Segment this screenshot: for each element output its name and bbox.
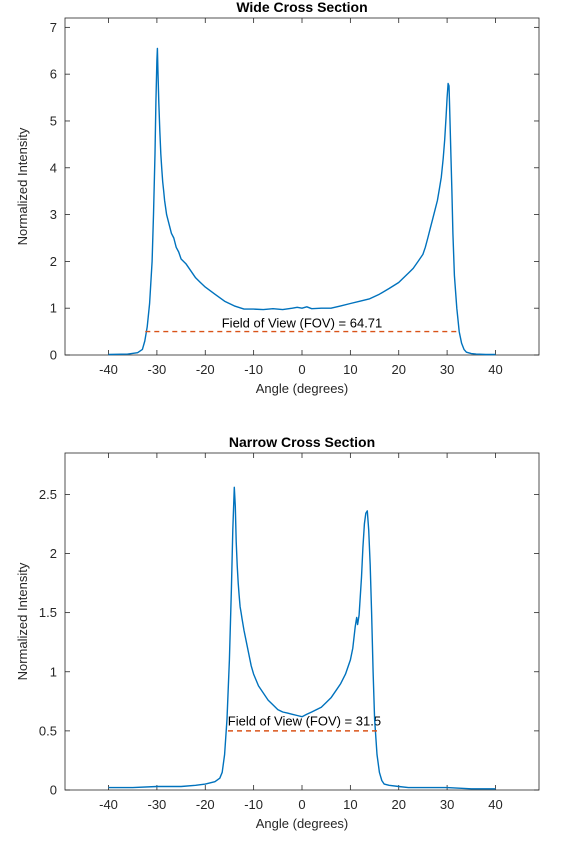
y-tick-label: 2 — [50, 546, 57, 561]
y-tick-label: 4 — [50, 160, 57, 175]
x-tick-label: -20 — [196, 797, 215, 812]
axes-box — [64, 17, 540, 356]
series-line — [108, 47, 496, 356]
y-tick-label: 3 — [50, 207, 57, 222]
x-tick-label: -40 — [99, 362, 118, 377]
x-tick-label: 20 — [392, 362, 406, 377]
chart-title: Narrow Cross Section — [229, 434, 375, 450]
x-tick-label: 0 — [298, 362, 305, 377]
y-tick-label: 0.5 — [39, 723, 57, 738]
x-tick-label: 30 — [440, 797, 454, 812]
x-tick-label: 20 — [392, 797, 406, 812]
y-axis-label: Normalized Intensity — [15, 127, 30, 245]
series-line — [108, 486, 496, 790]
y-tick-label: 2.5 — [39, 487, 57, 502]
y-tick-label: 2 — [50, 254, 57, 269]
x-tick-label: 40 — [488, 362, 502, 377]
chart-title: Wide Cross Section — [236, 0, 367, 15]
x-tick-label: -20 — [196, 362, 215, 377]
x-axis-label: Angle (degrees) — [256, 816, 349, 831]
x-tick-label: 0 — [298, 797, 305, 812]
x-tick-label: 40 — [488, 797, 502, 812]
x-axis-label: Angle (degrees) — [256, 381, 349, 396]
y-tick-label: 1 — [50, 301, 57, 316]
y-tick-label: 0 — [50, 783, 57, 798]
y-tick-label: 7 — [50, 20, 57, 35]
y-axis-label: Normalized Intensity — [15, 562, 30, 680]
y-tick-label: 1.5 — [39, 605, 57, 620]
wide-cross-section-plot: Wide Cross Section Angle (degrees) Norma… — [15, 0, 540, 396]
x-tick-label: -10 — [244, 797, 263, 812]
y-tick-label: 6 — [50, 67, 57, 82]
y-tick-label: 5 — [50, 113, 57, 128]
x-tick-label: -30 — [147, 797, 166, 812]
x-tick-label: 10 — [343, 362, 357, 377]
y-tick-label: 1 — [50, 664, 57, 679]
fov-annotation: Field of View (FOV) = 64.71 — [222, 316, 383, 331]
x-tick-label: -40 — [99, 797, 118, 812]
x-tick-label: 30 — [440, 362, 454, 377]
narrow-cross-section-plot: Narrow Cross Section Angle (degrees) Nor… — [15, 434, 540, 831]
fov-annotation: Field of View (FOV) = 31.5 — [228, 714, 381, 729]
x-tick-label: -10 — [244, 362, 263, 377]
x-tick-label: -30 — [147, 362, 166, 377]
x-tick-label: 10 — [343, 797, 357, 812]
axes-box — [64, 452, 540, 791]
y-tick-label: 0 — [50, 348, 57, 363]
